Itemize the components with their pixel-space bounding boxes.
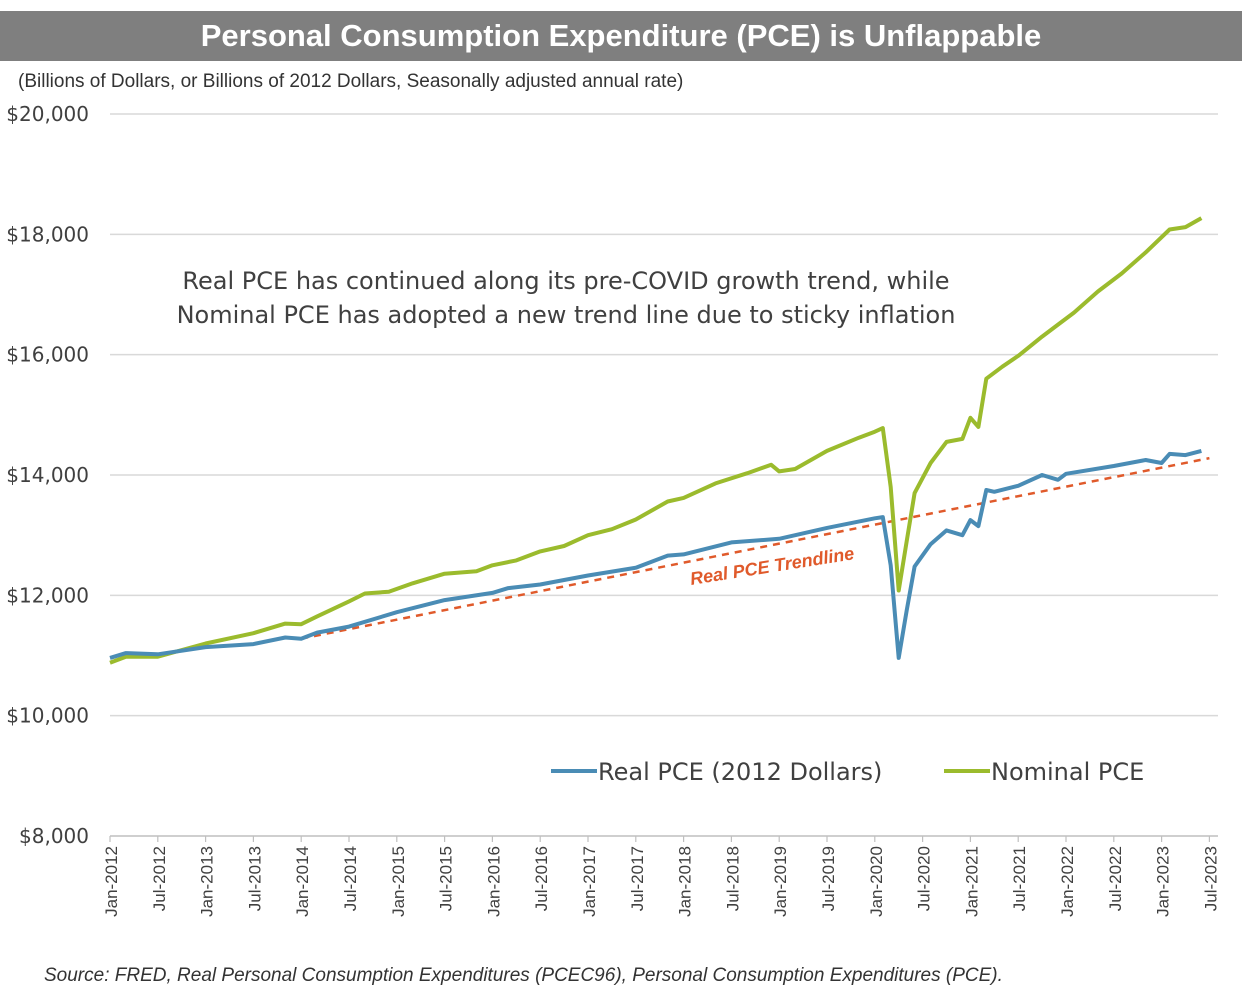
- x-tick-label: Jan-2022: [1058, 846, 1077, 917]
- series-lines: [109, 216, 1203, 665]
- source-note: Source: FRED, Real Personal Consumption …: [44, 965, 1003, 986]
- y-tick-label: $14,000: [6, 463, 89, 487]
- x-tick-label: Jan-2014: [293, 846, 312, 917]
- y-tick-label: $16,000: [6, 343, 89, 367]
- chart-subtitle: (Billions of Dollars, or Billions of 201…: [18, 71, 684, 92]
- x-tick-label: Jan-2012: [102, 846, 121, 917]
- legend-label: Real PCE (2012 Dollars): [598, 758, 882, 786]
- x-tick-label: Jan-2018: [676, 846, 695, 917]
- x-tick-label: Jul-2019: [819, 846, 838, 911]
- x-tick-label: Jan-2016: [484, 846, 503, 917]
- x-tick-label: Jul-2013: [245, 846, 264, 911]
- y-tick-label: $12,000: [6, 583, 89, 607]
- x-tick-label: Jan-2015: [389, 846, 408, 917]
- annotation-line-1: Real PCE has continued along its pre-COV…: [182, 267, 949, 295]
- chart-title: Personal Consumption Expenditure (PCE) i…: [0, 11, 1242, 61]
- x-tick-label: Jul-2012: [150, 846, 169, 911]
- gridlines: [110, 113, 1218, 717]
- y-tick-label: $20,000: [6, 102, 89, 126]
- y-axis-ticks: $8,000 $10,000 $12,000 $14,000 $16,000 $18,00…: [6, 102, 89, 848]
- legend: Real PCE (2012 Dollars) Nominal PCE: [551, 758, 1144, 786]
- trendline-label: Real PCE Trendline: [689, 543, 856, 589]
- x-tick-label: Jul-2017: [628, 846, 647, 911]
- x-tick-label: Jan-2017: [580, 846, 599, 917]
- x-tick-label: Jan-2013: [198, 846, 217, 917]
- real-pce-trendline: [300, 456, 1210, 640]
- x-tick-label: Jul-2023: [1201, 846, 1220, 911]
- x-tick-label: Jan-2020: [867, 846, 886, 917]
- x-tick-label: Jul-2021: [1010, 846, 1029, 911]
- x-tick-label: Jan-2019: [771, 846, 790, 917]
- x-tick-label: Jan-2023: [1154, 846, 1173, 917]
- x-tick-label: Jul-2018: [723, 846, 742, 911]
- x-tick-label: Jul-2020: [915, 846, 934, 911]
- annotation-line-2: Nominal PCE has adopted a new trend line…: [177, 301, 956, 329]
- x-tick-label: Jan-2021: [962, 846, 981, 917]
- x-tick-label: Jul-2022: [1106, 846, 1125, 911]
- y-tick-label: $18,000: [6, 222, 89, 246]
- pce-line-chart: $8,000 $10,000 $12,000 $14,000 $16,000 $18,00…: [6, 102, 1220, 917]
- x-tick-label: Jul-2016: [532, 846, 551, 911]
- x-axis: Jan-2012 Jul-2012 Jan-2013 Jul-2013 Jan-2014…: [102, 835, 1220, 917]
- y-tick-label: $8,000: [19, 824, 89, 848]
- legend-label: Nominal PCE: [991, 758, 1144, 786]
- real-pce-line: [109, 448, 1202, 660]
- nominal-pce-line: [109, 216, 1203, 665]
- y-tick-label: $10,000: [6, 704, 89, 728]
- trendline-layer: [300, 456, 1210, 640]
- x-tick-label: Jul-2015: [437, 846, 456, 911]
- x-tick-label: Jul-2014: [341, 846, 360, 911]
